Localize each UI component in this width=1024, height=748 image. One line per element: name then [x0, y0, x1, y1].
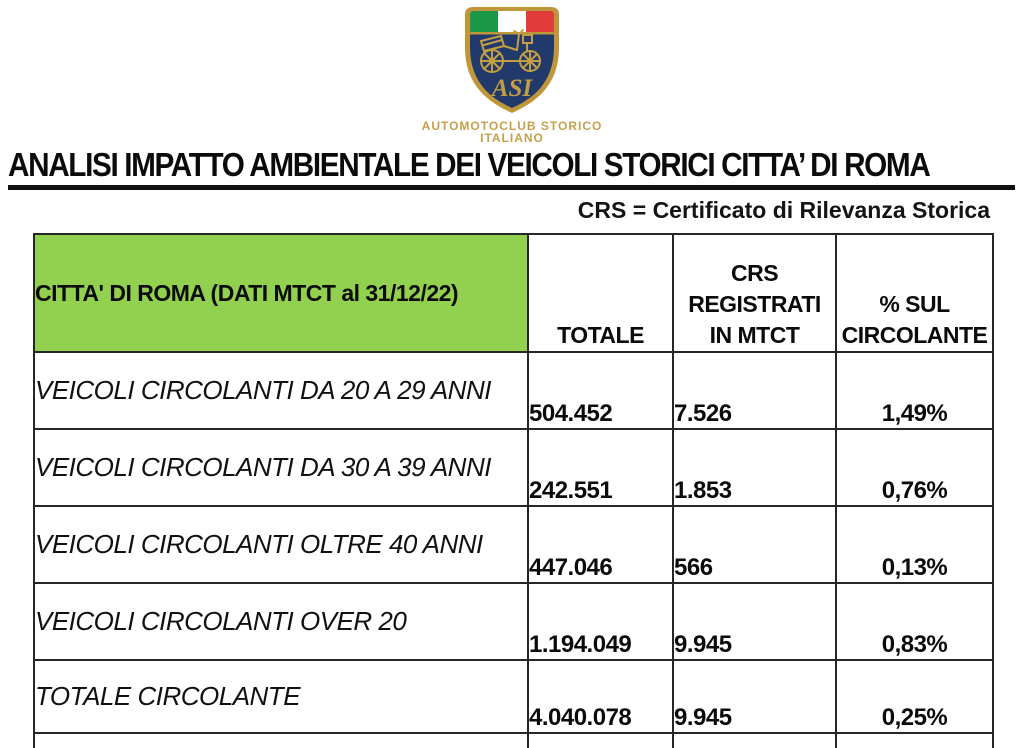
- table-row: VEICOLI CIRCOLANTI DA 20 A 29 ANNI 504.4…: [33, 351, 994, 430]
- header-pct-circolante: % SUL CIRCOLANTE: [835, 233, 994, 353]
- row-label: VEICOLI CIRCOLANTI DA 30 A 39 ANNI: [33, 428, 529, 507]
- header-totale: TOTALE: [527, 233, 674, 353]
- vintage-car-icon: [479, 29, 541, 73]
- row-crs: 9.945: [672, 659, 837, 734]
- page-title-text: ANALISI IMPATTO AMBIENTALE DEI VEICOLI S…: [8, 146, 931, 183]
- row-totale: 447.046: [527, 505, 674, 584]
- table-row: VEICOLI CIRCOLANTI OVER 20 1.194.049 9.9…: [33, 582, 994, 661]
- row-label: VEICOLI CIRCOLANTI DA 20 A 29 ANNI: [33, 351, 529, 430]
- row-crs: 566: [672, 505, 837, 584]
- row-label: TOTALE CIRCOLANTE: [33, 659, 529, 734]
- row-label: VEICOLI CIRCOLANTI OVER 20: [33, 582, 529, 661]
- asi-shield-logo-icon: ASI: [465, 7, 559, 113]
- table-row: VEICOLI CIRCOLANTI OLTRE 40 ANNI 447.046…: [33, 505, 994, 584]
- row-pct: 0,83%: [835, 582, 994, 661]
- row-totale: 4.040.078: [527, 659, 674, 734]
- row-totale: 504.452: [527, 351, 674, 430]
- page-title: ANALISI IMPATTO AMBIENTALE DEI VEICOLI S…: [8, 146, 1015, 190]
- row-pct: 0,76%: [835, 428, 994, 507]
- italian-flag-band: [470, 11, 554, 35]
- row-pct: 0,13%: [835, 505, 994, 584]
- header-city-roma: CITTA' DI ROMA (DATI MTCT al 31/12/22): [33, 233, 529, 353]
- table-row-clipped: [33, 732, 994, 748]
- table-row-total: TOTALE CIRCOLANTE 4.040.078 9.945 0,25%: [33, 659, 994, 734]
- row-pct: 0,25%: [835, 659, 994, 734]
- org-name-line2: ITALIANO: [480, 131, 544, 145]
- row-crs: 1.853: [672, 428, 837, 507]
- impact-table: CITTA' DI ROMA (DATI MTCT al 31/12/22) T…: [33, 233, 994, 748]
- table-header-row: CITTA' DI ROMA (DATI MTCT al 31/12/22) T…: [33, 233, 994, 353]
- row-totale: 242.551: [527, 428, 674, 507]
- table-row: VEICOLI CIRCOLANTI DA 30 A 39 ANNI 242.5…: [33, 428, 994, 507]
- row-crs: 9.945: [672, 582, 837, 661]
- header-crs-registrati: CRS REGISTRATI IN MTCT: [672, 233, 837, 353]
- row-totale: 1.194.049: [527, 582, 674, 661]
- row-label: VEICOLI CIRCOLANTI OLTRE 40 ANNI: [33, 505, 529, 584]
- asi-monogram: ASI: [490, 75, 534, 102]
- row-pct: 1,49%: [835, 351, 994, 430]
- logo-block: ASI AUTOMOTOCLUB STORICO ITALIANO: [0, 0, 1024, 144]
- org-name-line1: AUTOMOTOCLUB STORICO: [421, 119, 603, 133]
- row-crs: 7.526: [672, 351, 837, 430]
- crs-legend: CRS = Certificato di Rilevanza Storica: [577, 197, 990, 223]
